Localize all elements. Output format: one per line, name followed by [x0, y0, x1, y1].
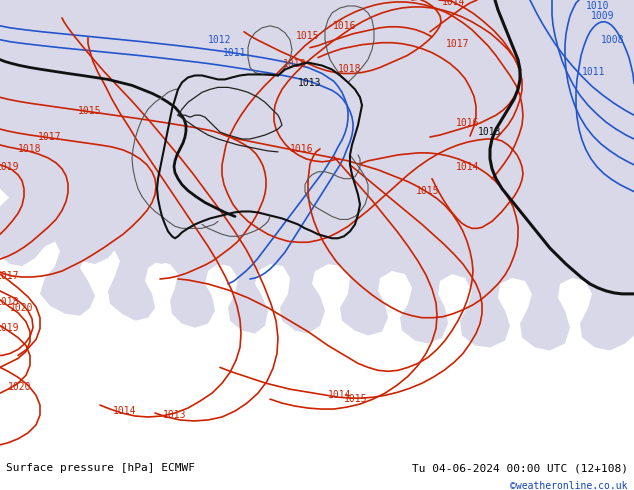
- Text: ©weatheronline.co.uk: ©weatheronline.co.uk: [510, 481, 628, 490]
- Text: 1018: 1018: [0, 297, 20, 307]
- Polygon shape: [310, 0, 385, 55]
- Text: 1015: 1015: [296, 31, 320, 41]
- Text: 1013: 1013: [298, 78, 321, 88]
- Text: 1018: 1018: [339, 65, 362, 74]
- Text: 1015: 1015: [417, 186, 440, 196]
- Text: 1018: 1018: [18, 144, 42, 154]
- Polygon shape: [0, 0, 634, 350]
- Text: 1016: 1016: [456, 118, 480, 128]
- Text: Surface pressure [hPa] ECMWF: Surface pressure [hPa] ECMWF: [6, 463, 195, 473]
- Polygon shape: [598, 0, 634, 117]
- Text: 1014: 1014: [328, 390, 352, 400]
- Text: 1020: 1020: [8, 382, 32, 392]
- Text: 1015: 1015: [78, 106, 101, 116]
- Text: 1018: 1018: [283, 58, 307, 69]
- Text: 1013: 1013: [478, 127, 501, 137]
- Text: 1012: 1012: [208, 35, 232, 45]
- Polygon shape: [0, 0, 32, 87]
- Text: 1014: 1014: [443, 0, 466, 7]
- Text: 1020: 1020: [10, 303, 34, 313]
- Text: 1008: 1008: [601, 35, 624, 45]
- Polygon shape: [458, 0, 510, 30]
- Text: 1014: 1014: [456, 162, 480, 172]
- Text: 1017: 1017: [446, 39, 470, 49]
- Text: 1017: 1017: [38, 132, 61, 142]
- Text: 1016: 1016: [333, 21, 357, 31]
- Text: 1019: 1019: [0, 162, 20, 172]
- Text: 1016: 1016: [290, 144, 314, 154]
- Text: 1019: 1019: [0, 322, 20, 333]
- Text: 1017: 1017: [0, 271, 20, 281]
- Text: 1009: 1009: [592, 11, 615, 21]
- Polygon shape: [0, 0, 634, 266]
- Text: 1011: 1011: [582, 68, 605, 77]
- Text: 1014: 1014: [113, 406, 137, 416]
- Text: 1013: 1013: [163, 410, 187, 420]
- Text: 1011: 1011: [223, 48, 247, 58]
- Text: Tu 04-06-2024 00:00 UTC (12+108): Tu 04-06-2024 00:00 UTC (12+108): [411, 463, 628, 473]
- Polygon shape: [388, 0, 445, 36]
- Text: 1015: 1015: [344, 394, 368, 404]
- Text: 1010: 1010: [586, 1, 610, 11]
- Polygon shape: [602, 119, 634, 167]
